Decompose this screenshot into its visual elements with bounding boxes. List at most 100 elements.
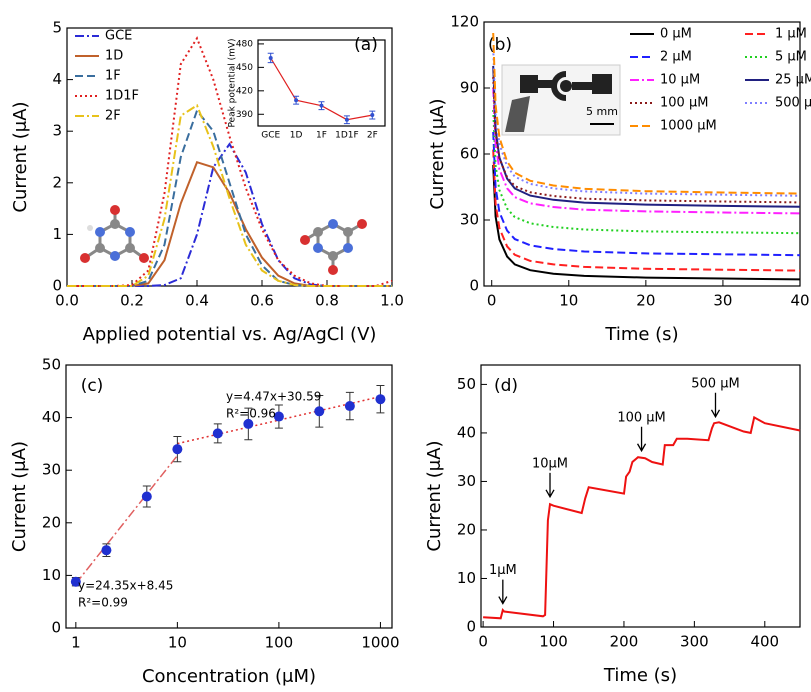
point bbox=[344, 401, 355, 412]
panel: 0 100 200 300 400 0 10 20 30 40 50 Time (s) Current … bbox=[424, 364, 801, 686]
x-tick-label: 200 bbox=[610, 633, 639, 651]
x-tick-label: 0 bbox=[478, 633, 488, 651]
y-tick-label: 30 bbox=[457, 472, 476, 490]
x-tick-label: 1000 bbox=[361, 634, 399, 652]
legend-label: 10 μM bbox=[660, 73, 700, 88]
fit-r2: R²=0.96 bbox=[226, 407, 276, 421]
legend-label: 0 μM bbox=[660, 27, 692, 42]
y-tick-label: 60 bbox=[460, 145, 479, 163]
legend-label: 2 μM bbox=[660, 50, 692, 65]
panel-label: (a) bbox=[354, 35, 378, 55]
x-tick-label: 1 bbox=[71, 634, 81, 652]
annotation-arrow bbox=[710, 392, 721, 419]
point bbox=[375, 394, 386, 405]
series-line bbox=[483, 415, 801, 620]
legend-label: 500 μM bbox=[775, 96, 811, 111]
annotation-label: 10μM bbox=[532, 456, 568, 471]
fit-equation: y=4.47x+30.59 bbox=[226, 390, 321, 404]
x-axis-label: Time (s) bbox=[603, 665, 677, 686]
point bbox=[344, 117, 349, 122]
x-tick-label: 10 bbox=[559, 292, 578, 310]
panel: 1 10 100 1000 0 10 20 30 40 50 Concentration (μM) C… bbox=[9, 356, 400, 688]
y-tick-label: 30 bbox=[42, 461, 61, 479]
x-tick-label: 20 bbox=[636, 292, 655, 310]
point bbox=[172, 444, 183, 455]
series-line bbox=[492, 76, 801, 204]
x-tick-label: 100 bbox=[265, 634, 294, 652]
legend-label: 100 μM bbox=[660, 96, 708, 111]
y-tick-label: 50 bbox=[457, 375, 476, 393]
panel-label: (b) bbox=[488, 35, 512, 55]
series-line bbox=[67, 103, 392, 287]
y-axis-label: Current (μA) bbox=[424, 440, 445, 551]
x-axis-label: Concentration (μM) bbox=[142, 666, 316, 687]
legend-label: 1F bbox=[105, 69, 121, 84]
x-tick-label: 1.0 bbox=[380, 292, 404, 310]
y-tick-label: 90 bbox=[460, 79, 479, 97]
legend-label: 1D1F bbox=[105, 89, 139, 104]
point bbox=[370, 113, 375, 118]
y-axis-label: Peak potential (mV) bbox=[228, 38, 238, 127]
point bbox=[141, 491, 152, 502]
series-line bbox=[492, 109, 801, 235]
point bbox=[101, 545, 112, 556]
x-tick-label: 300 bbox=[680, 633, 709, 651]
series-line bbox=[67, 36, 393, 287]
x-tick-label: 10 bbox=[168, 634, 187, 652]
panel-label: (c) bbox=[81, 376, 104, 396]
x-tick-label: 0 bbox=[487, 292, 497, 310]
y-tick-label: 50 bbox=[42, 356, 61, 374]
point bbox=[212, 428, 223, 439]
legend-label: 1D bbox=[105, 49, 123, 64]
y-axis-label: Current (μA) bbox=[427, 98, 448, 209]
plot-frame bbox=[257, 39, 386, 127]
x-axis-label: Time (s) bbox=[604, 324, 678, 345]
annotation-arrow bbox=[636, 426, 647, 453]
x-tick-label: 0.4 bbox=[185, 292, 209, 310]
annotation-arrow bbox=[545, 472, 555, 499]
point bbox=[273, 411, 284, 422]
fit-line bbox=[75, 455, 178, 585]
sensor-photo: 5 mm bbox=[501, 64, 621, 136]
annotation-label: 100 μM bbox=[617, 410, 665, 425]
point bbox=[319, 103, 324, 108]
point bbox=[70, 576, 81, 587]
x-tick-label: 0.6 bbox=[250, 292, 274, 310]
fit-r2: R²=0.99 bbox=[78, 596, 128, 610]
x-tick-label: 0.0 bbox=[55, 292, 79, 310]
x-tick-label: 400 bbox=[750, 633, 779, 651]
legend-label: 1000 μM bbox=[660, 119, 717, 134]
y-tick-label: 10 bbox=[42, 566, 61, 584]
series-line bbox=[492, 149, 801, 272]
y-tick-label: 480 bbox=[236, 39, 253, 49]
y-tick-label: 20 bbox=[42, 513, 61, 531]
x-tick-label: 0.8 bbox=[315, 292, 339, 310]
series-line bbox=[492, 164, 801, 281]
legend-label: 5 μM bbox=[775, 50, 807, 65]
y-tick-label: 420 bbox=[236, 86, 253, 96]
panel-label: (d) bbox=[494, 376, 518, 396]
molecule-left bbox=[80, 205, 149, 263]
x-tick-label: GCE bbox=[261, 131, 280, 141]
x-tick-label: 1F bbox=[316, 131, 327, 141]
y-axis-label: Current (μA) bbox=[10, 101, 31, 212]
x-tick-label: 1D bbox=[290, 131, 303, 141]
panel: 0 10 20 30 40 0 30 60 90 120 Time (s) Current (μA) (… bbox=[427, 13, 811, 346]
y-tick-label: 4 bbox=[52, 70, 62, 88]
point bbox=[294, 98, 299, 103]
x-tick-label: 0.2 bbox=[120, 292, 144, 310]
plot-frame bbox=[65, 364, 393, 629]
annotation-arrow bbox=[498, 579, 508, 605]
point bbox=[314, 406, 325, 417]
y-tick-label: 10 bbox=[457, 569, 476, 587]
y-tick-label: 390 bbox=[236, 110, 253, 120]
y-tick-label: 2 bbox=[52, 173, 62, 191]
y-axis-label: Current (μA) bbox=[9, 441, 30, 552]
y-tick-label: 0 bbox=[51, 619, 61, 637]
y-tick-label: 40 bbox=[42, 408, 61, 426]
x-tick-label: 1D1F bbox=[335, 131, 359, 141]
x-tick-label: 40 bbox=[790, 292, 809, 310]
y-tick-label: 0 bbox=[466, 618, 476, 636]
